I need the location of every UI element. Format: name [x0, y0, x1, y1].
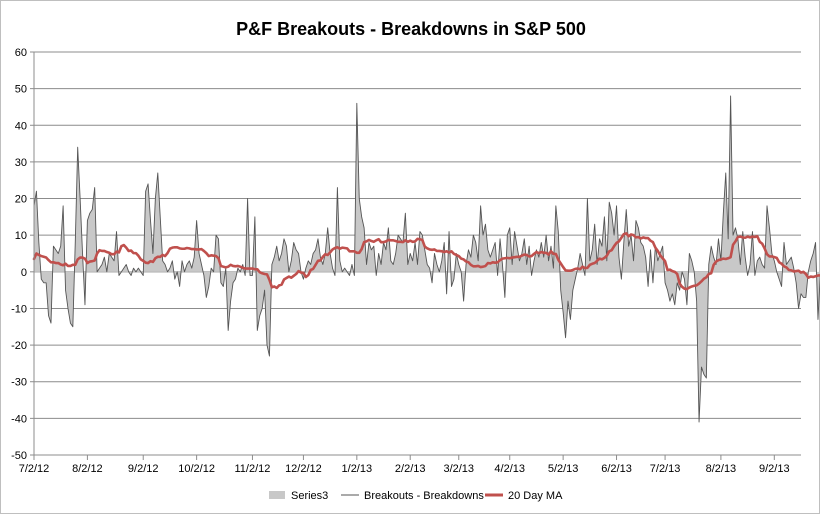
y-tick-label: -20	[11, 340, 27, 352]
x-tick-label: 6/2/13	[601, 463, 632, 475]
y-tick-label: 10	[15, 230, 27, 242]
y-tick-label: 60	[15, 47, 27, 59]
legend-line-label: Breakouts - Breakdowns	[364, 490, 484, 502]
x-tick-label: 5/2/13	[548, 463, 579, 475]
breakouts-breakdowns-line	[33, 95, 820, 423]
x-tick-label: 8/2/13	[706, 463, 737, 475]
legend-series3-swatch	[269, 491, 285, 499]
x-tick-label: 8/2/12	[72, 463, 103, 475]
area-series	[34, 95, 820, 423]
series3-area	[34, 95, 820, 423]
x-tick-label: 3/2/13	[443, 463, 474, 475]
y-tick-label: -50	[11, 450, 27, 462]
ma-series	[32, 232, 820, 291]
x-tick-label: 11/2/12	[235, 463, 271, 475]
x-tick-label: 12/2/12	[285, 463, 322, 475]
y-tick-label: 50	[15, 84, 27, 96]
x-tick-label: 4/2/13	[494, 463, 525, 475]
line-series	[33, 95, 820, 423]
legend-ma-label: 20 Day MA	[508, 490, 563, 502]
y-tick-label: 0	[21, 267, 27, 279]
y-tick-label: 40	[15, 120, 27, 132]
axes: 60 50 40 30 20 10 0 -10 -20 -30 -40 -507/2/12 8/2/12…	[11, 47, 790, 475]
y-tick-label: 20	[15, 194, 27, 206]
legend: Series3 Breakouts - Breakdowns 20 Day MA	[269, 490, 563, 502]
x-tick-label: 2/2/13	[395, 463, 426, 475]
x-tick-label: 9/2/12	[128, 463, 159, 475]
x-tick-label: 7/2/13	[650, 463, 681, 475]
x-tick-label: 10/2/12	[178, 463, 215, 475]
y-tick-label: -10	[11, 303, 27, 315]
chart-title: P&F Breakouts - Breakdowns in S&P 500	[236, 19, 586, 39]
x-tick-label: 7/2/12	[19, 463, 50, 475]
legend-series3-label: Series3	[291, 490, 328, 502]
y-tick-label: -30	[11, 377, 27, 389]
y-tick-label: 30	[15, 157, 27, 169]
y-tick-label: -40	[11, 413, 27, 425]
x-tick-label: 1/2/13	[342, 463, 373, 475]
ma-20-line	[32, 232, 820, 291]
gridlines	[34, 51, 801, 456]
x-tick-label: 9/2/13	[759, 463, 790, 475]
